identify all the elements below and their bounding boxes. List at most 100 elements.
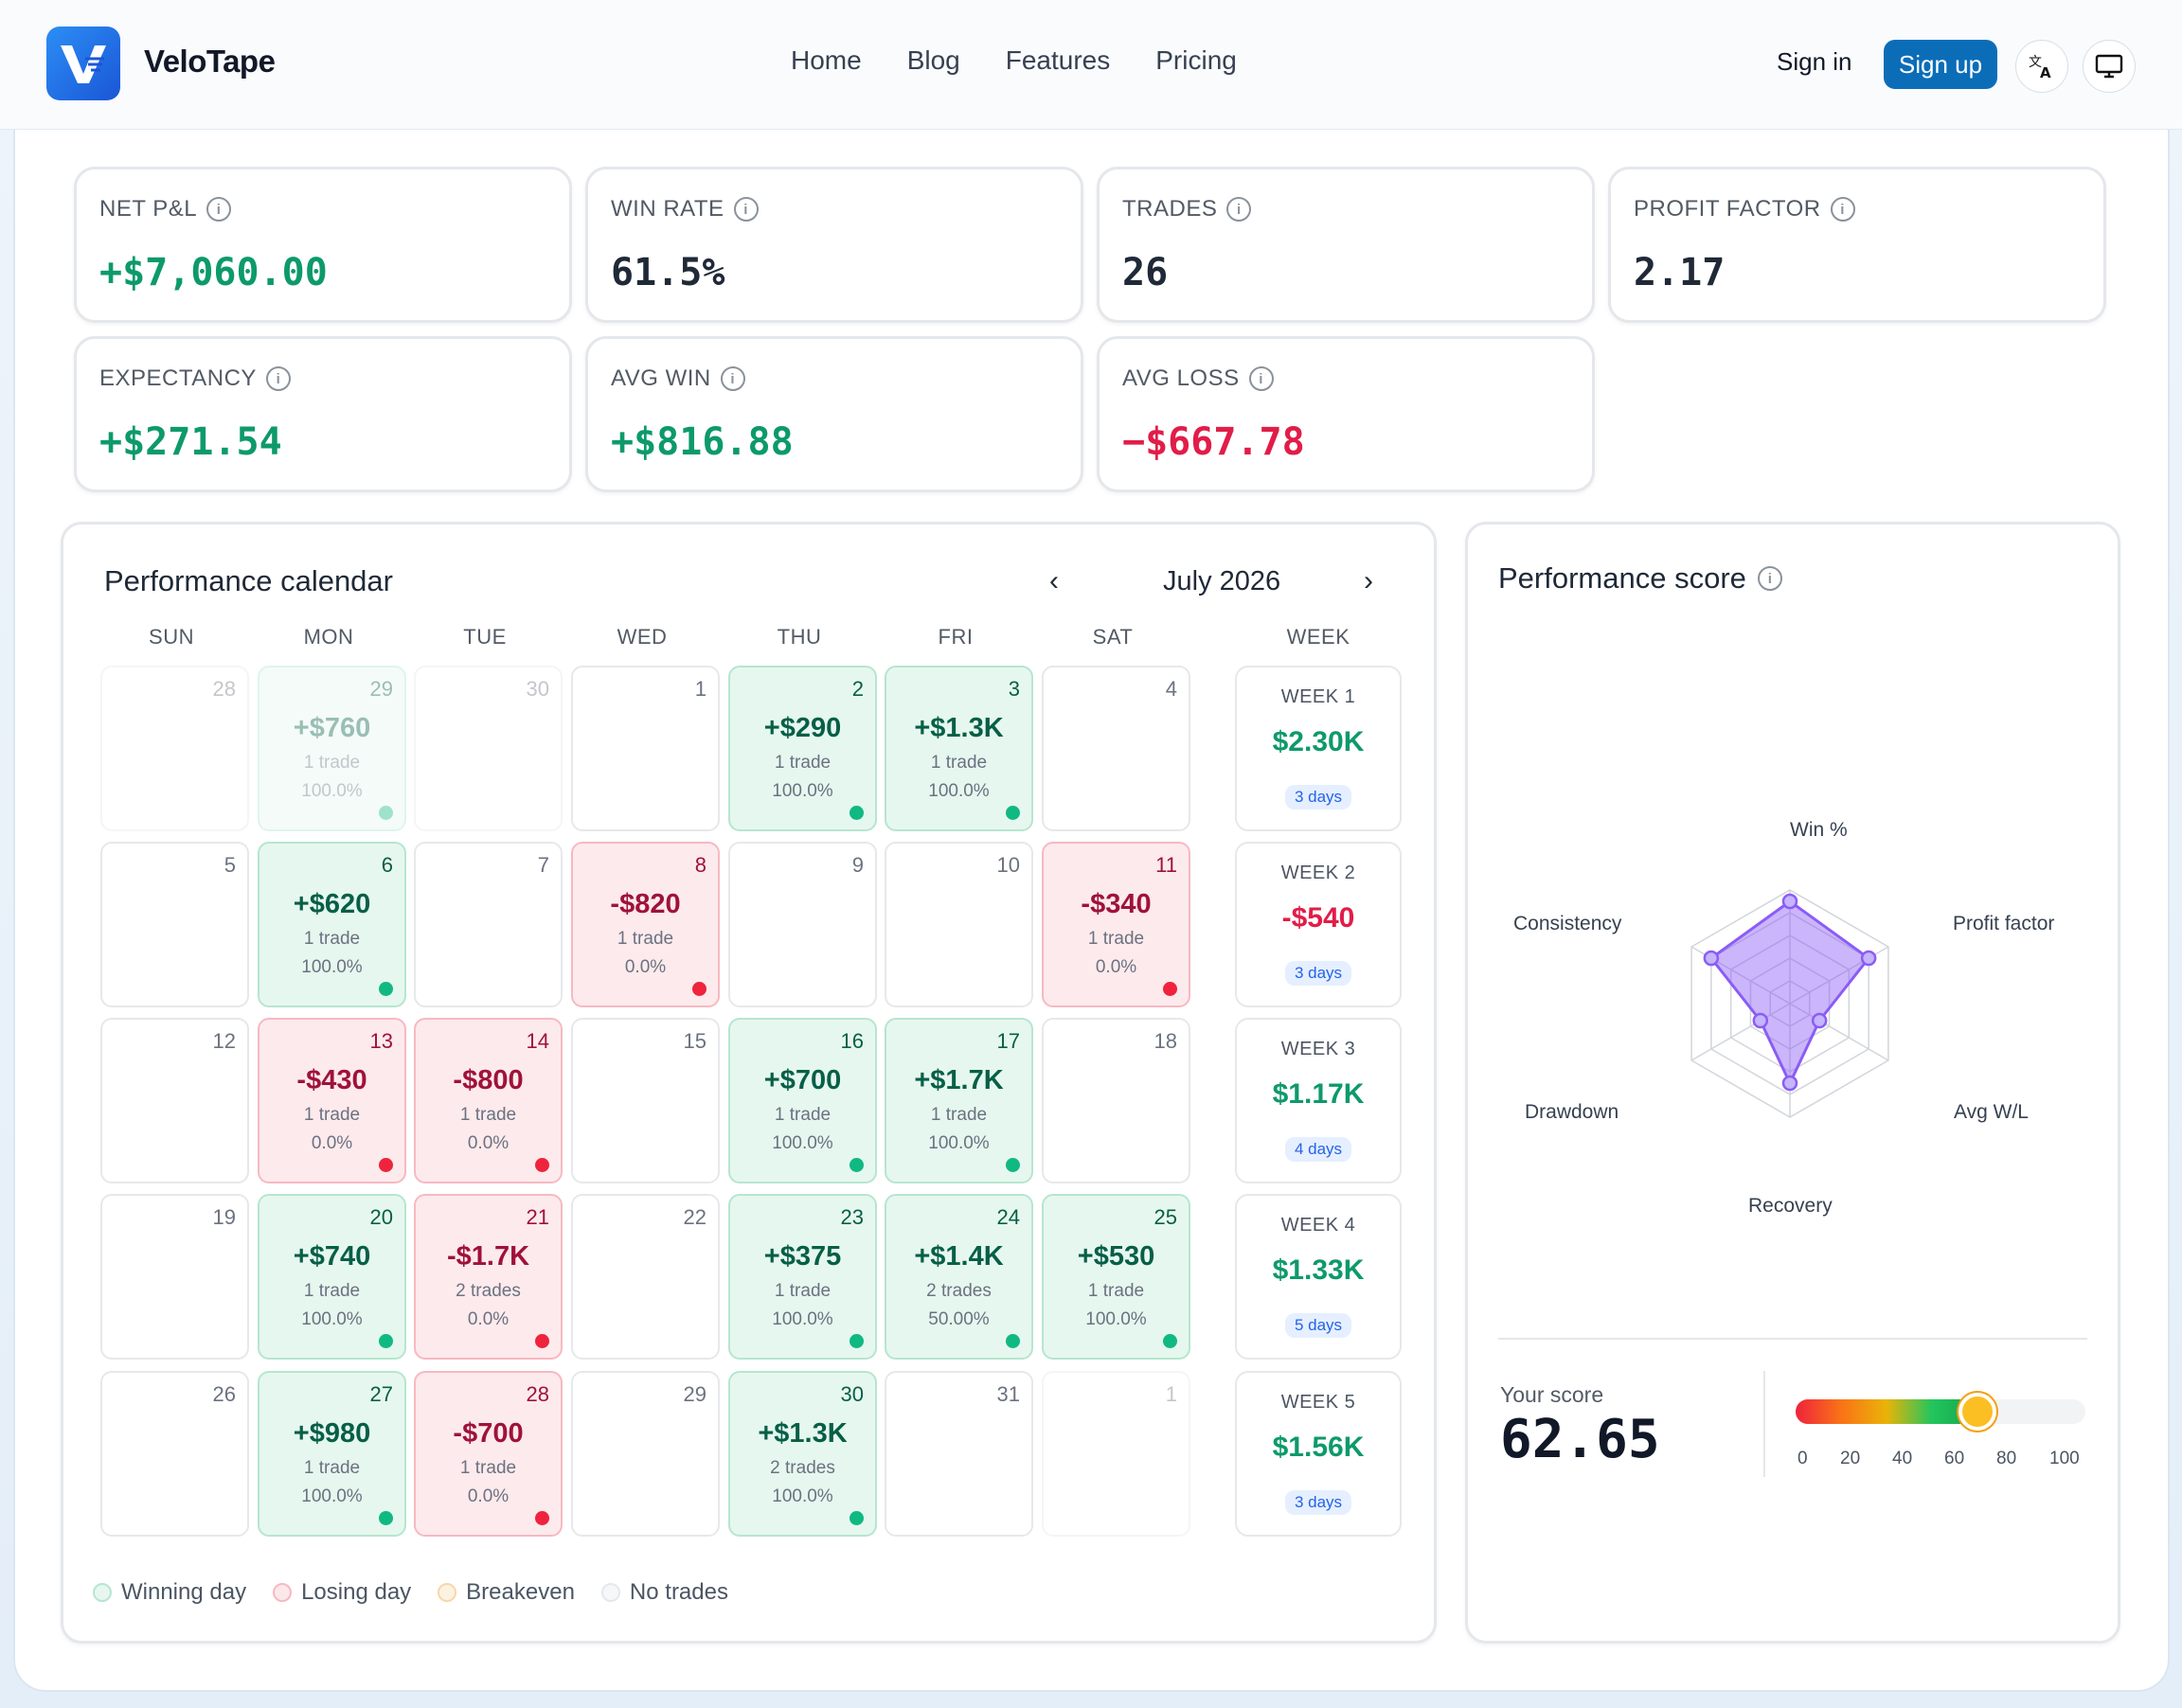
sign-up-button[interactable]: Sign up [1884, 40, 1997, 89]
calendar-day-cell[interactable]: 31 [885, 1371, 1033, 1537]
calendar-day-cell[interactable]: 23 +$375 1 trade 100.0% [728, 1194, 877, 1360]
stat-card: NET P&L i +$7,060.00 [74, 167, 572, 323]
calendar-day-cell[interactable]: 19 [100, 1194, 249, 1360]
calendar-day-cell[interactable]: 4 [1042, 666, 1190, 831]
day-pnl: -$1.7K [446, 1241, 530, 1272]
calendar-day-cell[interactable]: 20 +$740 1 trade 100.0% [258, 1194, 406, 1360]
prev-month-chevron-left-icon[interactable]: ‹ [1049, 565, 1059, 596]
calendar-day-cell[interactable]: 28 [100, 666, 249, 831]
radar-point[interactable] [1703, 950, 1720, 967]
radar-point[interactable] [1811, 1012, 1828, 1029]
calendar-day-cell[interactable]: 16 +$700 1 trade 100.0% [728, 1018, 877, 1183]
calendar-day-cell[interactable]: 1 [571, 666, 720, 831]
calendar-day-cell[interactable]: 28 -$700 1 trade 0.0% [414, 1371, 563, 1537]
info-icon[interactable]: i [1226, 197, 1252, 222]
stat-value: +$7,060.00 [99, 251, 328, 294]
status-dot [1006, 806, 1020, 820]
radar-point[interactable] [1781, 1075, 1798, 1092]
calendar-day-cell[interactable]: 15 [571, 1018, 720, 1183]
status-dot [1006, 1334, 1020, 1348]
calendar-day-cell[interactable]: 25 +$530 1 trade 100.0% [1042, 1194, 1190, 1360]
performance-radar-chart [1690, 889, 1889, 1118]
stat-card: EXPECTANCY i +$271.54 [74, 336, 572, 492]
calendar-day-cell[interactable]: 30 [414, 666, 563, 831]
calendar-day-cell[interactable]: 26 [100, 1371, 249, 1537]
week-summary-card: WEEK 4 $1.33K 5 days [1235, 1194, 1402, 1360]
day-number: 13 [369, 1029, 393, 1053]
stat-label-row: AVG LOSS i [1122, 365, 1274, 392]
day-number: 25 [1154, 1205, 1177, 1229]
day-win-rate: 100.0% [772, 1309, 833, 1329]
calendar-day-cell[interactable]: 9 [728, 842, 877, 1007]
info-icon[interactable]: i [206, 197, 232, 222]
info-icon[interactable]: i [720, 366, 745, 391]
display-mode-button[interactable] [2083, 40, 2136, 93]
sign-in-link[interactable]: Sign in [1777, 47, 1852, 76]
info-icon[interactable]: i [1830, 197, 1855, 222]
calendar-day-cell[interactable]: 5 [100, 842, 249, 1007]
day-pnl: +$1.3K [914, 713, 1004, 743]
velotape-logo-icon[interactable] [46, 27, 120, 100]
status-dot [850, 806, 864, 820]
nav-home[interactable]: Home [791, 45, 862, 75]
stat-card: WIN RATE i 61.5% [585, 167, 1083, 323]
week-days-badge: 3 days [1284, 1490, 1352, 1515]
day-trade-count: 1 trade [1087, 1281, 1145, 1301]
calendar-day-cell[interactable]: 12 [100, 1018, 249, 1183]
divider [1763, 1371, 1765, 1477]
calendar-day-cell[interactable]: 29 [571, 1371, 720, 1537]
calendar-day-cell[interactable]: 8 -$820 1 trade 0.0% [571, 842, 720, 1007]
calendar-day-cell[interactable]: 14 -$800 1 trade 0.0% [414, 1018, 563, 1183]
calendar-day-cell[interactable]: 27 +$980 1 trade 100.0% [258, 1371, 406, 1537]
calendar-day-cell[interactable]: 17 +$1.7K 1 trade 100.0% [885, 1018, 1033, 1183]
day-trade-count: 2 trades [926, 1281, 992, 1301]
calendar-day-cell[interactable]: 24 +$1.4K 2 trades 50.00% [885, 1194, 1033, 1360]
calendar-day-cell[interactable]: 2 +$290 1 trade 100.0% [728, 666, 877, 831]
day-trade-count: 1 trade [930, 1105, 988, 1125]
calendar-day-cell[interactable]: 29 +$760 1 trade 100.0% [258, 666, 406, 831]
radar-axis-line [1789, 1003, 1889, 1061]
next-month-chevron-right-icon[interactable]: › [1364, 565, 1373, 596]
info-icon[interactable]: i [265, 366, 291, 391]
calendar-day-cell[interactable]: 11 -$340 1 trade 0.0% [1042, 842, 1190, 1007]
calendar-day-cell[interactable]: 7 [414, 842, 563, 1007]
calendar-day-cell[interactable]: 22 [571, 1194, 720, 1360]
svg-text:文: 文 [2029, 55, 2042, 70]
nav-blog[interactable]: Blog [906, 45, 960, 75]
gauge-tick-label: 100 [2049, 1449, 2080, 1468]
day-number: 12 [212, 1029, 236, 1053]
brand-name[interactable]: VeloTape [144, 44, 276, 79]
calendar-day-cell[interactable]: 30 +$1.3K 2 trades 100.0% [728, 1371, 877, 1537]
radar-axis-line [1690, 1003, 1791, 1061]
day-win-rate: 100.0% [928, 1133, 990, 1153]
day-header-fri: FRI [938, 625, 974, 649]
day-pnl: +$375 [763, 1241, 842, 1272]
calendar-day-cell[interactable]: 10 [885, 842, 1033, 1007]
day-trade-count: 1 trade [303, 929, 361, 949]
score-gauge-track [1796, 1393, 2085, 1431]
info-icon[interactable]: i [1248, 366, 1274, 391]
nav-features[interactable]: Features [1005, 45, 1111, 75]
day-win-rate: 50.00% [928, 1309, 990, 1329]
day-pnl: +$740 [293, 1241, 371, 1272]
week-amount: $1.17K [1272, 1078, 1365, 1110]
radar-point[interactable] [1752, 1012, 1769, 1029]
nav-pricing[interactable]: Pricing [1155, 45, 1237, 75]
radar-point[interactable] [1860, 950, 1877, 967]
calendar-day-cell[interactable]: 18 [1042, 1018, 1190, 1183]
info-icon[interactable]: i [733, 197, 759, 222]
week-header: WEEK [1286, 625, 1350, 649]
calendar-day-cell[interactable]: 13 -$430 1 trade 0.0% [258, 1018, 406, 1183]
info-icon[interactable]: i [1757, 566, 1782, 591]
status-dot [850, 1511, 864, 1525]
calendar-day-cell[interactable]: 1 [1042, 1371, 1190, 1537]
day-trade-count: 1 trade [459, 1105, 517, 1125]
calendar-day-cell[interactable]: 21 -$1.7K 2 trades 0.0% [414, 1194, 563, 1360]
calendar-day-cell[interactable]: 3 +$1.3K 1 trade 100.0% [885, 666, 1033, 831]
calendar-day-cell[interactable]: 6 +$620 1 trade 100.0% [258, 842, 406, 1007]
stat-value: 61.5% [611, 251, 725, 294]
day-number: 8 [694, 853, 706, 877]
radar-axis-label: Profit factor [1953, 913, 2055, 934]
radar-point[interactable] [1781, 893, 1798, 910]
